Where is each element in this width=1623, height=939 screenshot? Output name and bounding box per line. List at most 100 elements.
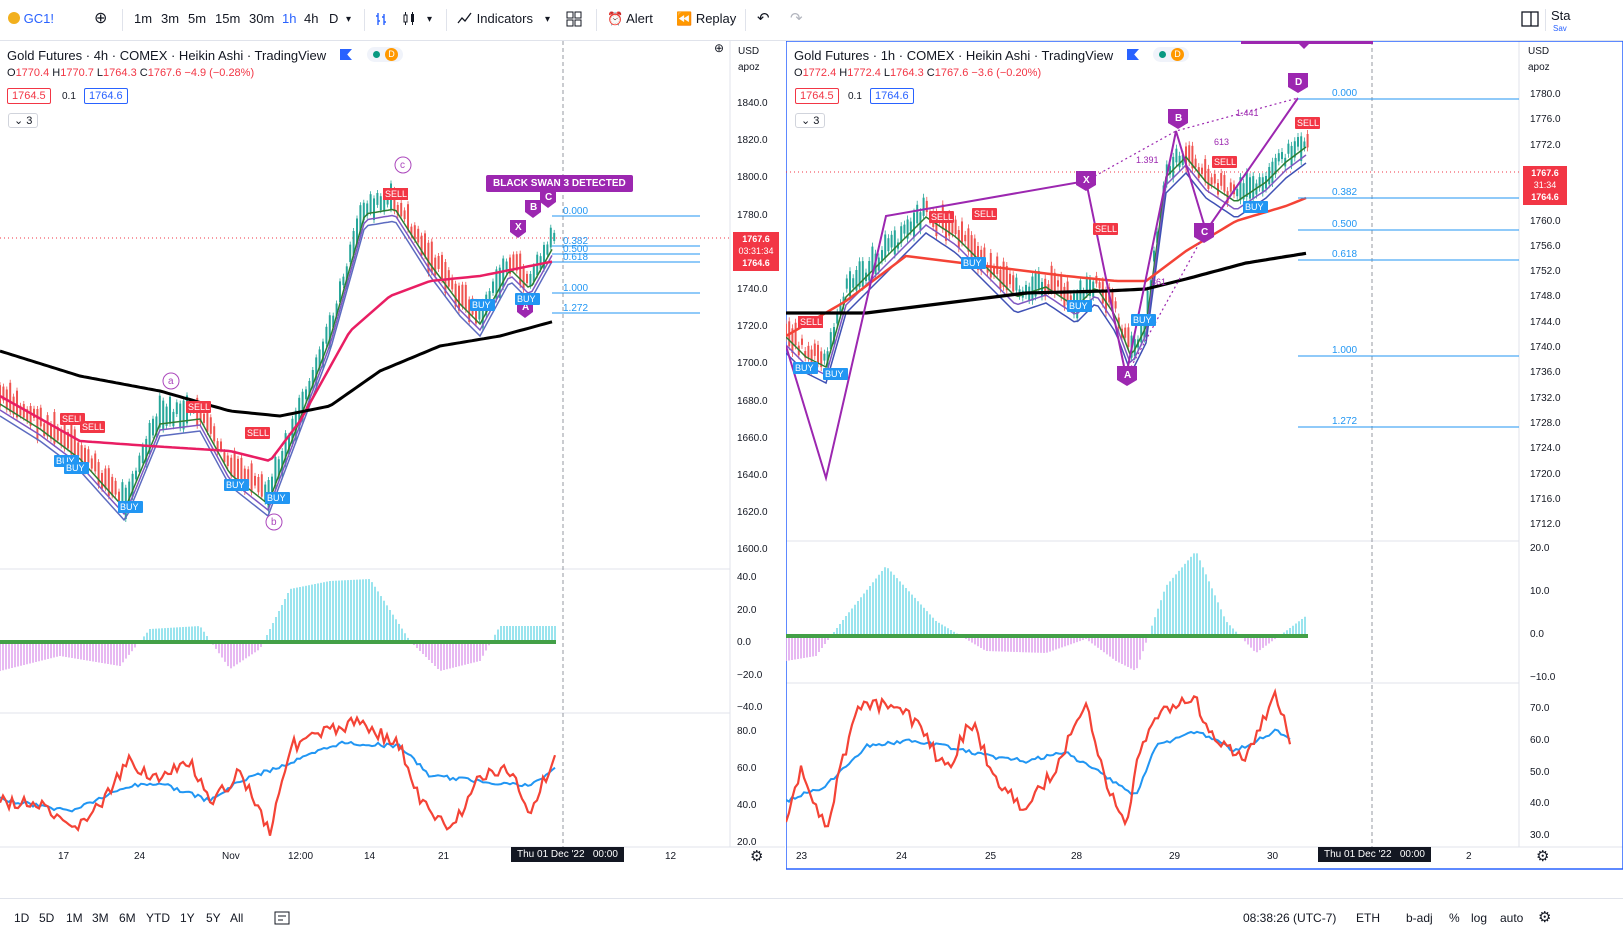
date-range-icon[interactable] (274, 911, 290, 928)
candle-style-icon[interactable] (401, 11, 417, 30)
chevron-down-icon[interactable]: ▾ (346, 14, 352, 25)
alert-button[interactable]: ⏰ Alert (607, 11, 653, 27)
candle-body (509, 257, 511, 274)
candle-body (403, 210, 406, 220)
candle-body (335, 303, 338, 316)
interval-1m[interactable]: 1m (134, 11, 153, 26)
range-button-1d[interactable]: 1D (14, 911, 30, 925)
right-bid-box[interactable]: 1764.5 (795, 88, 839, 104)
candle-body (855, 270, 858, 291)
candle-body (1153, 250, 1155, 262)
candle-body (233, 450, 236, 477)
layout-grid-icon[interactable] (566, 11, 582, 30)
bar-style-icon[interactable] (375, 11, 391, 30)
left-currency[interactable]: USD (738, 46, 760, 57)
range-button-1m[interactable]: 1M (66, 911, 83, 925)
auto-toggle[interactable]: auto (1500, 911, 1524, 925)
adjust-toggle[interactable]: b-adj (1406, 911, 1433, 925)
indicators-button[interactable]: Indicators (457, 11, 533, 26)
maximize-icon[interactable]: ⊕ (714, 41, 725, 55)
interval-d[interactable]: D (329, 11, 339, 26)
redo-icon[interactable]: ↷ (790, 10, 803, 27)
harmonic-ratio-label: 1.441 (1236, 108, 1259, 118)
signal-badge (118, 501, 143, 513)
range-button-all[interactable]: All (230, 911, 244, 925)
range-button-5y[interactable]: 5Y (206, 911, 221, 925)
candle-body (526, 273, 528, 284)
settings-gear-icon[interactable]: ⚙ (1536, 848, 1550, 865)
candle-body (413, 225, 416, 240)
candle-body (1306, 134, 1309, 148)
candle-body (16, 390, 18, 418)
candle-body (138, 455, 141, 473)
right-chart-pane[interactable]: 1.441 1.391 613 361 X A B C D 0.000 0.382 0.500 0.61… (786, 41, 1623, 898)
signal-label: BUY (120, 502, 139, 512)
range-button-3m[interactable]: 3M (92, 911, 109, 925)
settings-gear-icon[interactable]: ⚙ (1538, 909, 1552, 926)
candle-body (1201, 167, 1203, 174)
chevron-down-icon[interactable]: ▾ (545, 14, 551, 25)
clock-label[interactable]: 08:38:26 (UTC-7) (1243, 911, 1337, 925)
candle-body (813, 343, 816, 356)
flag-icon[interactable] (1127, 49, 1139, 60)
candle-body (1015, 277, 1018, 291)
candle-body (172, 411, 175, 427)
save-label[interactable]: Sta (1551, 8, 1571, 23)
interval-1h[interactable]: 1h (282, 11, 297, 26)
candle-body (515, 254, 518, 271)
symbol-search[interactable]: GC1! (8, 11, 54, 26)
candle-body (36, 409, 39, 441)
interval-4h[interactable]: 4h (304, 11, 319, 26)
right-currency[interactable]: USD (1528, 46, 1550, 57)
signal-badge (1131, 314, 1156, 326)
candle-body (871, 246, 874, 271)
left-indicator-toggle[interactable]: ⌄ 3 (8, 113, 39, 128)
candle-body (1114, 301, 1117, 309)
candle-body (823, 353, 826, 361)
candle-body (1207, 168, 1210, 190)
left-ask-box[interactable]: 1764.6 (84, 88, 128, 104)
chevron-down-icon[interactable]: ▾ (427, 14, 433, 25)
left-chart-canvas[interactable]: 0.0000.3820.5000.6181.0001.272XABCabcSEL… (0, 41, 785, 898)
candle-body (820, 351, 823, 368)
settings-gear-icon[interactable]: ⚙ (750, 848, 764, 865)
candle-body (226, 455, 229, 467)
candle-body (553, 232, 556, 241)
candle-body (2, 386, 5, 401)
range-button-1y[interactable]: 1Y (180, 911, 195, 925)
right-scale-mode[interactable]: apoz (1528, 62, 1550, 73)
right-ask-box[interactable]: 1764.6 (870, 88, 914, 104)
flag-icon[interactable] (340, 49, 352, 60)
interval-3m[interactable]: 3m (161, 11, 180, 26)
compare-add-icon[interactable]: ⊕ (94, 10, 108, 27)
interval-5m[interactable]: 5m (188, 11, 207, 26)
range-button-5d[interactable]: 5D (39, 911, 55, 925)
log-toggle[interactable]: log (1471, 911, 1488, 925)
undo-icon[interactable]: ↶ (757, 10, 770, 27)
left-bid-box[interactable]: 1764.5 (7, 88, 51, 104)
layout-panel-icon[interactable] (1521, 11, 1539, 30)
status-badge: D (1153, 47, 1189, 62)
right-ohlc-readout: O1772.4 H1772.4 L1764.3 C1767.6 −3.6 (−0… (794, 67, 1041, 79)
left-scale-mode[interactable]: apoz (738, 62, 760, 73)
signal-label: SELL (800, 317, 822, 327)
pattern-marker (1117, 366, 1137, 386)
price-tick: 1772.0 (1530, 139, 1561, 151)
candle-body (861, 261, 864, 287)
range-button-ytd[interactable]: YTD (146, 911, 170, 925)
candle-body (322, 341, 324, 367)
candle-body (909, 221, 912, 232)
right-indicator-toggle[interactable]: ⌄ 3 (795, 113, 826, 128)
percent-toggle[interactable]: % (1449, 911, 1460, 925)
replay-button[interactable]: ⏪ Replay (676, 11, 736, 27)
session-toggle[interactable]: ETH (1356, 911, 1380, 925)
signal-label: SELL (247, 428, 269, 438)
oscillator-tick: 20.0 (1530, 543, 1550, 554)
candle-body (1047, 284, 1050, 291)
right-chart-canvas[interactable]: 1.441 1.391 613 361 X A B C D 0.000 0.382 0.500 0.61… (786, 41, 1623, 898)
interval-15m[interactable]: 15m (215, 11, 241, 26)
candle-body (77, 442, 80, 457)
range-button-6m[interactable]: 6M (119, 911, 136, 925)
interval-30m[interactable]: 30m (249, 11, 275, 26)
